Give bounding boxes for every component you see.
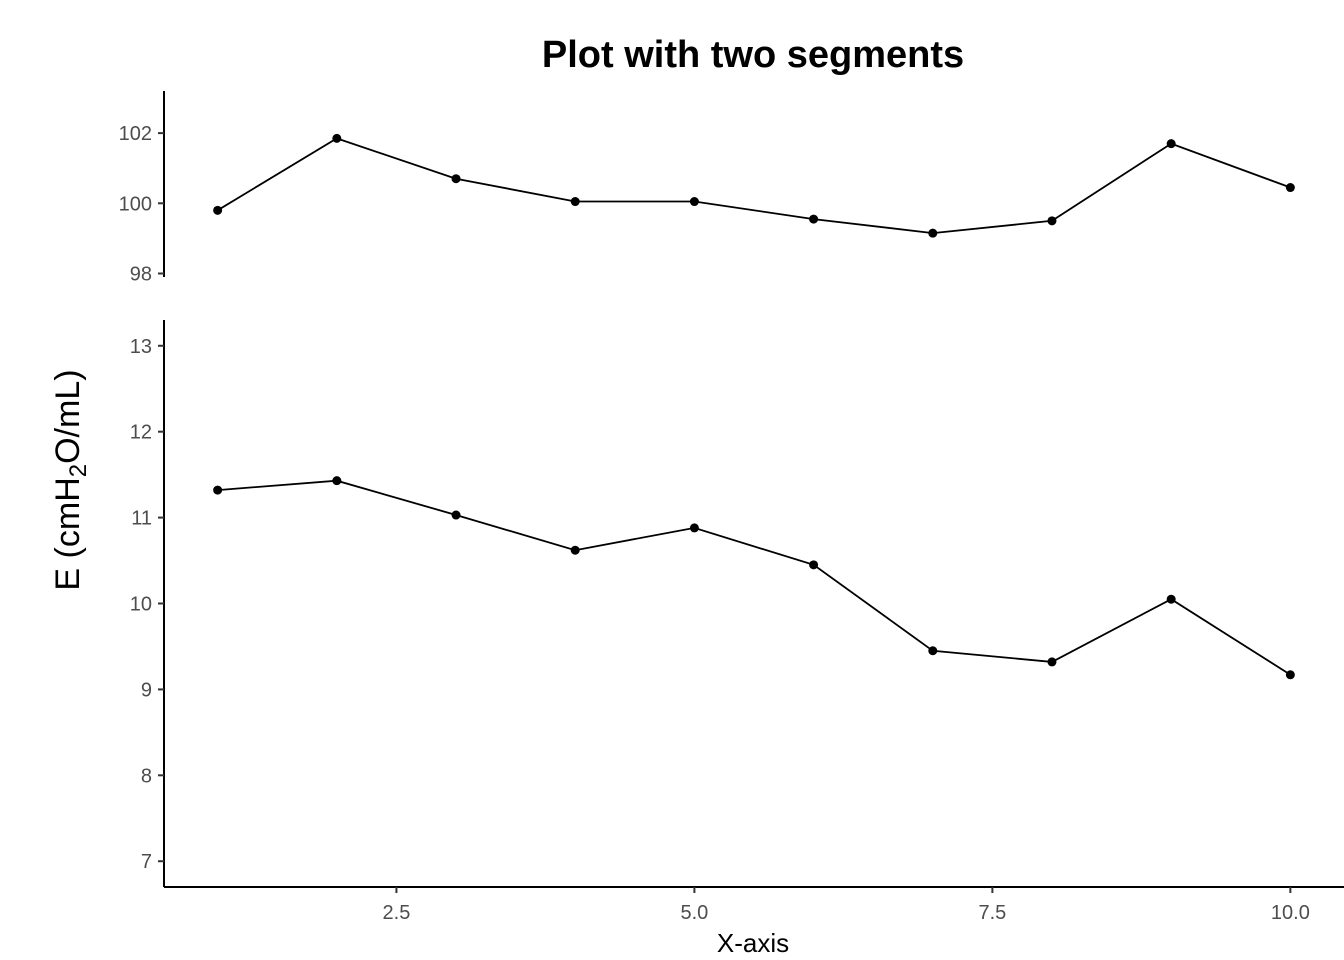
lower-y-tick-label: 10 (130, 594, 152, 616)
upper-segment-panel: 98 100 102 (119, 91, 1295, 285)
upper-data-point (451, 174, 461, 184)
upper-data-point (570, 197, 580, 207)
lower-data-point (213, 485, 223, 495)
x-tick-label: 2.5 (383, 902, 411, 924)
upper-data-point (1285, 183, 1295, 193)
lower-y-tick-label: 9 (141, 679, 152, 701)
lower-data-point (1166, 594, 1176, 604)
upper-data-point (1166, 139, 1176, 149)
upper-data-point (809, 214, 819, 224)
upper-data-point (332, 133, 342, 143)
lower-data-point (689, 523, 699, 533)
upper-series-line (217, 137, 1291, 235)
lower-segment-panel: 7 8 9 10 11 12 13 (130, 320, 1295, 887)
x-axis: 2.5 5.0 7.5 10.0 (164, 886, 1344, 924)
upper-y-tick-label: 100 (119, 193, 152, 215)
lower-data-point (570, 545, 580, 555)
upper-data-point (928, 228, 938, 238)
upper-data-point (689, 197, 699, 207)
upper-y-tick-label: 98 (130, 263, 152, 285)
x-tick-label: 7.5 (978, 902, 1006, 924)
lower-data-point (1285, 670, 1295, 680)
chart-title: Plot with two segments (542, 34, 964, 76)
lower-y-tick-label: 11 (131, 508, 152, 530)
lower-data-point (451, 510, 461, 520)
upper-data-point (213, 205, 223, 215)
lower-y-tick-label: 13 (130, 336, 152, 358)
y-axis-title-tail: O/mL) (49, 369, 87, 463)
y-axis-title: E (cmH2O/mL) (49, 369, 92, 590)
lower-y-tick-label: 8 (141, 765, 152, 787)
y-axis-title-subscript: 2 (65, 464, 92, 477)
lower-y-tick-label: 7 (141, 851, 152, 873)
upper-data-point (1047, 216, 1057, 226)
lower-data-point (1047, 657, 1057, 667)
x-tick-label: 5.0 (680, 902, 708, 924)
upper-y-tick-label: 102 (119, 123, 152, 145)
lower-data-point (809, 560, 819, 570)
lower-data-point (332, 476, 342, 486)
lower-data-point (928, 646, 938, 656)
x-tick-label: 10.0 (1271, 902, 1310, 924)
lower-series-line (217, 479, 1291, 676)
x-axis-title: X-axis (717, 928, 789, 958)
y-axis-title-main: E (cmH (49, 477, 87, 590)
lower-y-tick-label: 12 (130, 422, 152, 444)
